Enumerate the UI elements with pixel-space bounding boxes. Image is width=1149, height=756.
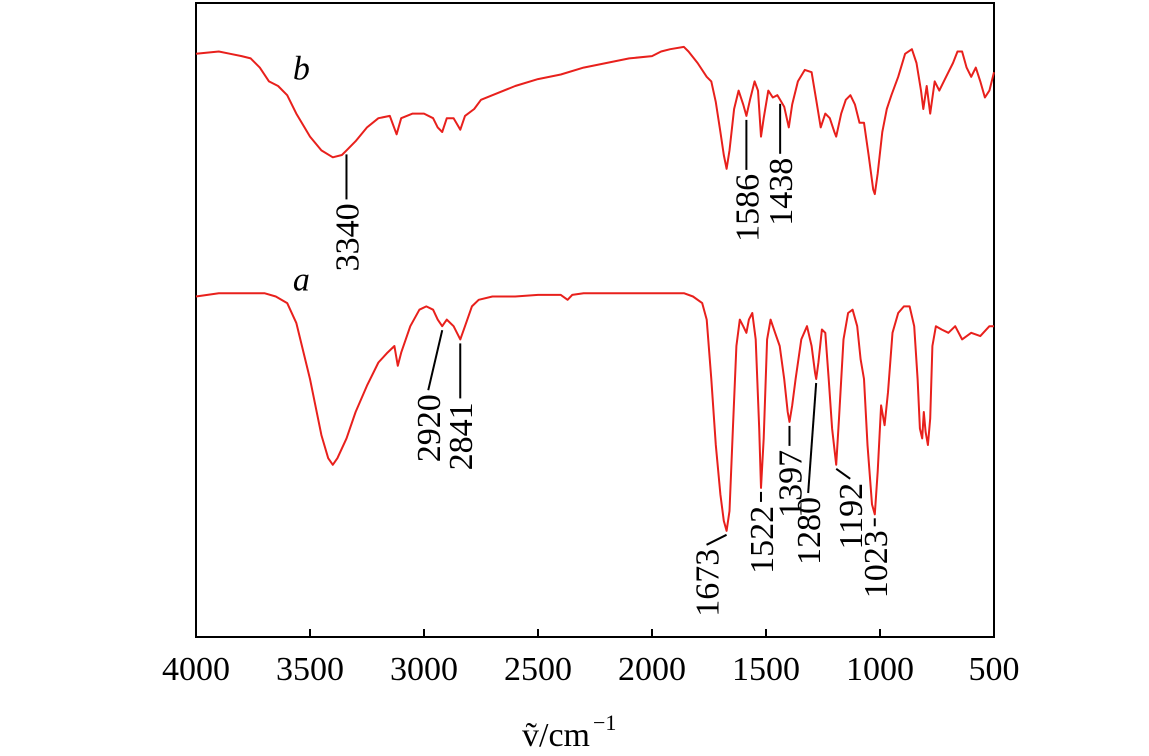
peak-label-2920: 2920: [411, 394, 448, 462]
x-tick-label: 1000: [846, 651, 914, 688]
peak-label-1673: 1673: [690, 549, 727, 617]
x-axis: 4000 3500 3000 2500 2000 1500 1000 500: [162, 629, 1020, 688]
peak-label-1438: 1438: [763, 158, 800, 226]
peak-label-1023: 1023: [858, 530, 895, 598]
x-tick-label: 2500: [504, 651, 572, 688]
x-tick-label: 3500: [276, 651, 344, 688]
x-tick-label: 1500: [732, 651, 800, 688]
x-axis-label: ṽ/cm: [522, 717, 590, 754]
x-tick-label: 4000: [162, 651, 230, 688]
peak-leader-2920: [427, 329, 444, 391]
series-label-a: a: [293, 262, 310, 299]
peak-label-1280: 1280: [791, 497, 828, 565]
peak-label-1397: 1397: [772, 450, 809, 518]
peak-label-3340: 3340: [329, 203, 366, 271]
x-tick-label: 2000: [618, 651, 686, 688]
peak-leader-1280: [807, 382, 818, 494]
x-tick-label: 3000: [390, 651, 458, 688]
peak-label-2841: 2841: [443, 402, 480, 470]
x-tick-label: 500: [969, 651, 1020, 688]
peak-label-1192: 1192: [833, 483, 870, 550]
series-label-b: b: [293, 51, 310, 88]
peak-label-1522: 1522: [744, 506, 781, 574]
peak-leader-1192: [835, 467, 851, 480]
series-layer: [195, 45, 995, 532]
series-line-b: [195, 45, 995, 196]
x-axis-label-superscript: −1: [593, 710, 616, 735]
plot-frame: [195, 2, 995, 638]
series-line-a: [195, 292, 994, 532]
peak-label-1586: 1586: [729, 174, 766, 242]
peak-leader-1673: [706, 533, 728, 546]
